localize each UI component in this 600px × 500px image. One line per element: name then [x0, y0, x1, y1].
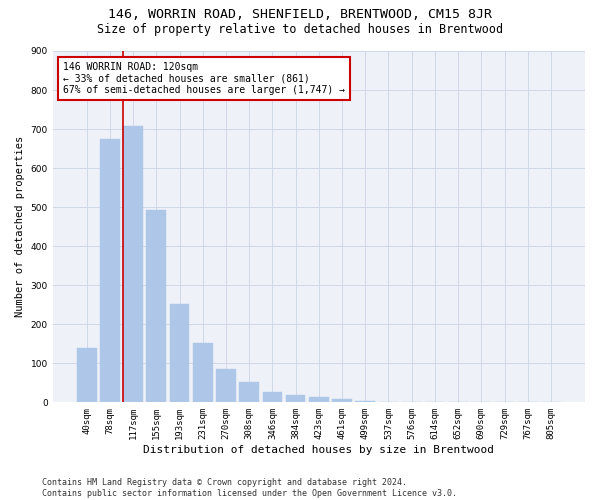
- Bar: [146, 210, 166, 402]
- Text: Contains HM Land Registry data © Crown copyright and database right 2024.
Contai: Contains HM Land Registry data © Crown c…: [42, 478, 457, 498]
- Text: Size of property relative to detached houses in Brentwood: Size of property relative to detached ho…: [97, 22, 503, 36]
- Bar: [309, 398, 329, 402]
- Text: 146 WORRIN ROAD: 120sqm
← 33% of detached houses are smaller (861)
67% of semi-d: 146 WORRIN ROAD: 120sqm ← 33% of detache…: [64, 62, 346, 94]
- Bar: [123, 126, 143, 402]
- Bar: [100, 139, 120, 402]
- Bar: [170, 304, 190, 402]
- Bar: [77, 348, 97, 403]
- Bar: [263, 392, 282, 402]
- Bar: [332, 399, 352, 402]
- Bar: [193, 342, 212, 402]
- Text: 146, WORRIN ROAD, SHENFIELD, BRENTWOOD, CM15 8JR: 146, WORRIN ROAD, SHENFIELD, BRENTWOOD, …: [108, 8, 492, 20]
- Bar: [239, 382, 259, 402]
- Bar: [355, 401, 375, 402]
- Y-axis label: Number of detached properties: Number of detached properties: [15, 136, 25, 318]
- Bar: [286, 396, 305, 402]
- Bar: [216, 369, 236, 402]
- X-axis label: Distribution of detached houses by size in Brentwood: Distribution of detached houses by size …: [143, 445, 494, 455]
